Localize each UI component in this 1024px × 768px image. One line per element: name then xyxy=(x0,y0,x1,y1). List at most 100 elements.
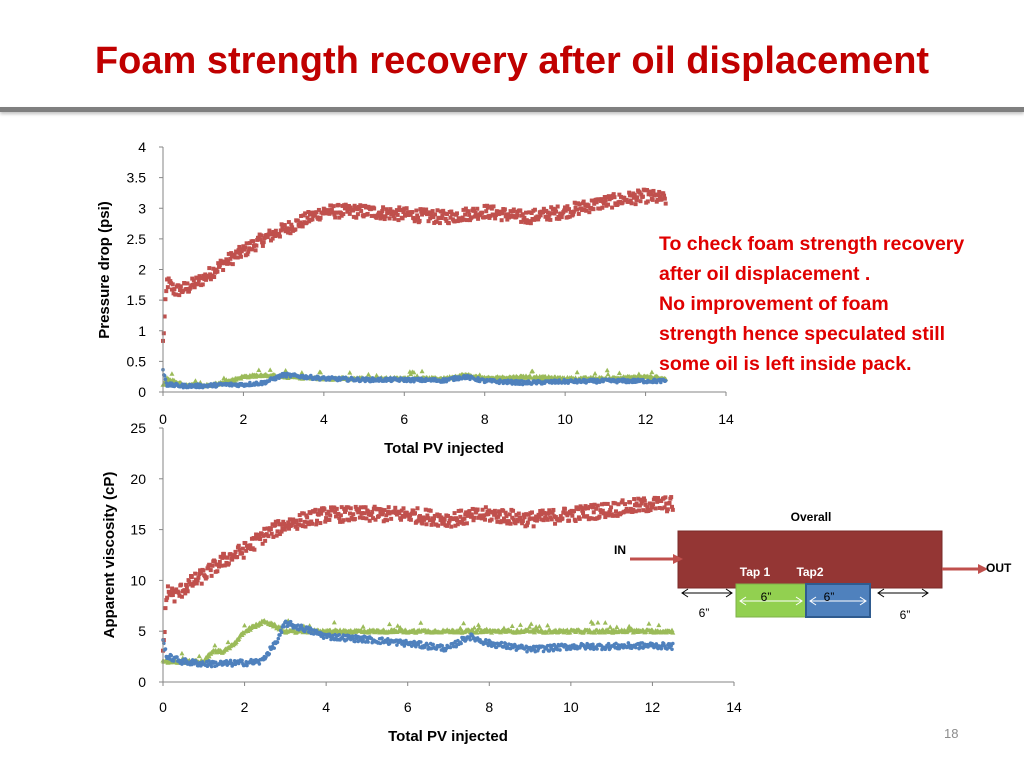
data-point xyxy=(164,289,169,294)
pressure-drop-chart: 0 0.5 1 1.5 2 2.5 3 3.5 4 0 2 4 6 8 10 12 14 Total PV i… xyxy=(96,139,734,457)
data-point xyxy=(445,513,450,518)
data-point xyxy=(546,215,551,220)
data-point xyxy=(198,571,203,576)
data-point xyxy=(414,644,418,649)
data-point xyxy=(175,655,179,659)
y-axis-label: Pressure drop (psi) xyxy=(96,201,113,339)
data-point xyxy=(171,659,176,663)
data-point xyxy=(263,538,268,543)
data-point xyxy=(380,209,385,214)
data-point xyxy=(493,511,498,516)
data-point xyxy=(209,664,214,669)
data-point xyxy=(442,211,447,216)
data-point xyxy=(462,217,467,222)
data-point xyxy=(442,517,447,522)
data-point xyxy=(487,215,492,220)
data-point xyxy=(563,208,568,213)
data-point xyxy=(256,367,262,373)
data-point xyxy=(398,208,403,213)
data-point xyxy=(246,249,251,254)
data-point xyxy=(327,517,332,522)
data-point xyxy=(472,208,477,213)
data-point xyxy=(408,517,413,522)
data-point xyxy=(659,499,664,504)
data-point xyxy=(277,232,282,237)
data-point xyxy=(602,501,607,506)
data-point xyxy=(293,227,298,232)
data-point xyxy=(547,649,552,653)
data-point xyxy=(191,282,196,287)
data-point xyxy=(317,508,322,513)
data-point xyxy=(459,641,463,646)
data-point xyxy=(188,285,193,290)
data-point xyxy=(437,513,442,518)
data-point xyxy=(502,207,507,212)
data-point xyxy=(615,202,620,207)
data-point xyxy=(478,513,483,518)
data-point xyxy=(571,509,576,514)
data-point xyxy=(598,508,603,513)
data-point xyxy=(386,621,392,627)
data-point xyxy=(430,209,435,214)
data-point xyxy=(492,508,497,513)
data-point xyxy=(261,533,266,538)
data-point xyxy=(577,202,582,207)
data-point xyxy=(400,216,405,221)
data-point xyxy=(261,240,266,245)
data-point xyxy=(348,205,353,210)
data-point xyxy=(380,510,385,515)
data-point xyxy=(417,218,422,223)
x-tick-labels: 0 2 4 6 8 10 12 14 xyxy=(159,392,734,427)
data-point xyxy=(606,202,611,207)
data-point xyxy=(192,285,197,290)
data-point xyxy=(326,208,331,213)
data-point xyxy=(264,655,268,659)
data-point xyxy=(267,652,272,656)
data-point xyxy=(293,524,298,529)
data-point xyxy=(501,516,506,521)
data-point xyxy=(334,506,339,511)
data-point xyxy=(503,641,508,646)
data-point xyxy=(245,628,251,634)
data-point xyxy=(614,624,620,630)
data-point xyxy=(225,555,230,560)
data-point xyxy=(565,204,570,209)
data-point xyxy=(557,216,562,221)
note-line: To check foam strength recovery xyxy=(659,233,965,255)
data-point xyxy=(637,508,642,513)
data-point xyxy=(357,515,362,520)
data-point xyxy=(454,516,459,521)
data-point xyxy=(641,508,646,513)
data-point xyxy=(427,518,432,523)
data-point xyxy=(207,266,212,271)
data-point xyxy=(466,209,471,214)
data-point xyxy=(637,503,642,508)
data-point xyxy=(450,212,455,217)
data-point xyxy=(243,245,248,250)
data-point xyxy=(446,221,451,226)
data-point xyxy=(273,523,278,528)
data-point xyxy=(488,213,493,218)
y-tick-label: 5 xyxy=(138,623,146,639)
data-point xyxy=(324,511,329,516)
data-point xyxy=(615,513,620,518)
data-point xyxy=(576,507,581,512)
data-point xyxy=(302,519,307,524)
data-point xyxy=(395,212,400,217)
data-point xyxy=(448,645,453,650)
data-point xyxy=(604,367,610,373)
data-point xyxy=(535,517,540,522)
data-point xyxy=(475,206,480,211)
data-point xyxy=(210,563,215,568)
data-point xyxy=(425,643,430,647)
data-point xyxy=(334,210,339,215)
data-point xyxy=(600,205,605,210)
data-point xyxy=(310,521,315,526)
data-point xyxy=(185,281,190,286)
data-point xyxy=(611,192,616,197)
data-point xyxy=(182,281,187,286)
data-point xyxy=(204,575,209,580)
data-point xyxy=(670,630,676,635)
data-point xyxy=(356,510,361,515)
